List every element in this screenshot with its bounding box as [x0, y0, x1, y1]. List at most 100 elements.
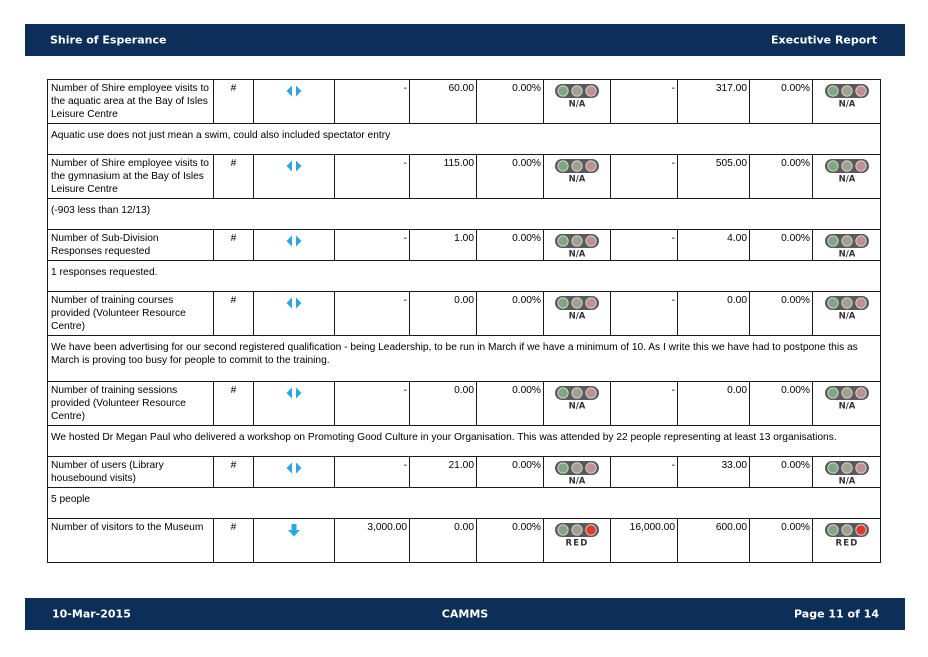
table-row: Number of Shire employee visits to the g…	[47, 154, 881, 199]
status-label: N/A	[569, 250, 586, 259]
comment-row: 1 responses requested.	[47, 260, 881, 292]
actual-cell: 0.00	[409, 381, 477, 426]
actual-cell: 0.00	[409, 291, 477, 336]
ytd-actual-cell: 600.00	[677, 518, 750, 563]
status-cell: RED	[543, 518, 611, 563]
report-title: Executive Report	[771, 33, 877, 47]
table-row: Number of users (Library housebound visi…	[47, 456, 881, 488]
organisation-name: Shire of Esperance	[50, 33, 167, 47]
target-cell: -	[334, 381, 410, 426]
comment-text: We hosted Dr Megan Paul who delivered a …	[47, 425, 881, 457]
comment-text: 5 people	[47, 487, 881, 519]
target-cell: -	[334, 154, 410, 199]
status-label: N/A	[838, 477, 855, 486]
status-na-light-icon: N/A	[555, 84, 599, 108]
trend-cell	[253, 154, 335, 199]
ytd-target-cell: -	[610, 79, 678, 124]
target-cell: 3,000.00	[334, 518, 410, 563]
status-red-light-icon: RED	[555, 523, 599, 548]
trend-cell	[253, 79, 335, 124]
both-arrows-icon	[286, 160, 302, 172]
status-na-light-icon: N/A	[555, 461, 599, 486]
ytd-status-cell: N/A	[812, 79, 881, 124]
ytd-target-cell: -	[610, 229, 678, 261]
status-na-light-icon: N/A	[824, 461, 869, 486]
status-cell: N/A	[543, 381, 611, 426]
comment-text: 1 responses requested.	[47, 260, 881, 292]
status-na-light-icon: N/A	[824, 386, 869, 411]
comment-row: 5 people	[47, 487, 881, 519]
actual-cell: 115.00	[409, 154, 477, 199]
comment-text: We have been advertising for our second …	[47, 335, 881, 382]
status-na-light-icon: N/A	[824, 296, 869, 321]
status-label: N/A	[569, 477, 586, 486]
status-label: RED	[565, 539, 588, 548]
trend-cell	[253, 381, 335, 426]
percent-cell: 0.00%	[476, 456, 544, 488]
both-arrows-icon	[286, 387, 302, 399]
actual-cell: 21.00	[409, 456, 477, 488]
ytd-status-cell: N/A	[812, 291, 881, 336]
measure-name: Number of Shire employee visits to the g…	[47, 154, 214, 199]
status-label: N/A	[569, 175, 586, 184]
comment-row: We have been advertising for our second …	[47, 335, 881, 382]
ytd-percent-cell: 0.00%	[749, 229, 813, 261]
kpi-table: Number of Shire employee visits to the a…	[47, 79, 881, 563]
ytd-percent-cell: 0.00%	[749, 79, 813, 124]
comment-row: We hosted Dr Megan Paul who delivered a …	[47, 425, 881, 457]
ytd-status-cell: RED	[812, 518, 881, 563]
percent-cell: 0.00%	[476, 381, 544, 426]
ytd-actual-cell: 33.00	[677, 456, 750, 488]
ytd-target-cell: 16,000.00	[610, 518, 678, 563]
unit-cell: #	[213, 456, 254, 488]
status-label: N/A	[838, 402, 855, 411]
report-date: 10-Mar-2015	[52, 607, 131, 621]
ytd-actual-cell: 0.00	[677, 291, 750, 336]
trend-cell	[253, 291, 335, 336]
ytd-percent-cell: 0.00%	[749, 381, 813, 426]
both-arrows-icon	[286, 462, 302, 474]
unit-cell: #	[213, 79, 254, 124]
down-arrow-icon	[288, 524, 300, 537]
ytd-percent-cell: 0.00%	[749, 518, 813, 563]
ytd-status-cell: N/A	[812, 456, 881, 488]
percent-cell: 0.00%	[476, 229, 544, 261]
status-red-light-icon: RED	[824, 523, 869, 547]
target-cell: -	[334, 229, 410, 261]
target-cell: -	[334, 291, 410, 336]
actual-cell: 0.00	[409, 518, 477, 563]
status-na-light-icon: N/A	[824, 234, 869, 259]
measure-name: Number of training courses provided (Vol…	[47, 291, 214, 336]
table-row: Number of Sub-Division Responses request…	[47, 229, 881, 261]
table-row: Number of training courses provided (Vol…	[47, 291, 881, 336]
comment-text: Aquatic use does not just mean a swim, c…	[47, 123, 881, 155]
comment-text: (-903 less than 12/13)	[47, 198, 881, 230]
measure-name: Number of training sessions provided (Vo…	[47, 381, 214, 426]
ytd-status-cell: N/A	[812, 381, 881, 426]
status-label: N/A	[569, 312, 586, 321]
target-cell: -	[334, 79, 410, 124]
status-na-light-icon: N/A	[555, 234, 599, 259]
status-label: N/A	[838, 250, 855, 259]
trend-cell	[253, 229, 335, 261]
ytd-percent-cell: 0.00%	[749, 456, 813, 488]
table-row: Number of training sessions provided (Vo…	[47, 381, 881, 426]
trend-cell	[253, 456, 335, 488]
status-cell: N/A	[543, 229, 611, 261]
status-cell: N/A	[543, 154, 611, 199]
page-header: Shire of Esperance Executive Report	[25, 24, 905, 56]
status-cell: N/A	[543, 291, 611, 336]
status-label: N/A	[838, 312, 855, 321]
comment-row: (-903 less than 12/13)	[47, 198, 881, 230]
status-label: N/A	[569, 402, 586, 411]
page-footer: 10-Mar-2015 CAMMS Page 11 of 14	[25, 598, 905, 630]
status-na-light-icon: N/A	[555, 159, 599, 184]
percent-cell: 0.00%	[476, 154, 544, 199]
page-number: Page 11 of 14	[794, 607, 879, 621]
table-row: Number of Shire employee visits to the a…	[47, 79, 881, 124]
unit-cell: #	[213, 381, 254, 426]
status-na-light-icon: N/A	[555, 386, 599, 411]
status-cell: N/A	[543, 456, 611, 488]
ytd-percent-cell: 0.00%	[749, 154, 813, 199]
both-arrows-icon	[286, 235, 302, 247]
